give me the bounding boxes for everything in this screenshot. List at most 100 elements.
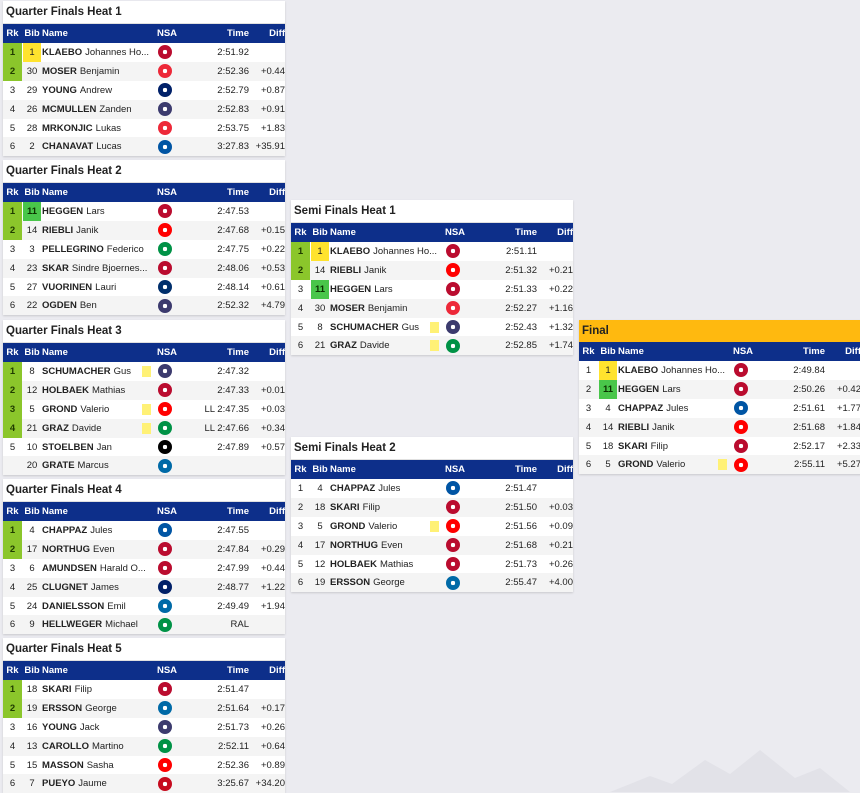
result-row[interactable]: 2 18 SKARI Filip 2:51.50 +0.03	[291, 497, 573, 517]
result-row[interactable]: 1 11 HEGGEN Lars 2:47.53	[3, 202, 285, 221]
athlete-first-name[interactable]: Emil	[107, 600, 126, 612]
column-header-bib[interactable]: Bib	[24, 665, 40, 676]
athlete-first-name[interactable]: Lucas	[96, 141, 122, 153]
column-header-rk[interactable]: Rk	[582, 346, 595, 357]
column-header-nsa[interactable]: NSA	[444, 227, 466, 238]
column-header-nsa[interactable]: NSA	[156, 506, 178, 517]
result-row[interactable]: 1 4 CHAPPAZ Jules 2:47.55	[3, 521, 285, 540]
column-header-time[interactable]: Time	[226, 187, 249, 198]
result-row[interactable]: 2 30 MOSER Benjamin 2:52.36 +0.44	[3, 61, 285, 81]
athlete-name[interactable]: HEGGEN Lars	[618, 380, 730, 399]
athlete-name[interactable]: SCHUMACHER Gus	[330, 318, 442, 337]
heat-title[interactable]: Quarter Finals Heat 1	[3, 1, 285, 24]
athlete-last-name[interactable]: HOLBAEK	[42, 384, 89, 396]
athlete-name[interactable]: RIEBLI Janik	[618, 418, 730, 437]
athlete-last-name[interactable]: KLAEBO	[42, 46, 83, 58]
column-header-time[interactable]: Time	[514, 464, 537, 475]
athlete-last-name[interactable]: GRATE	[42, 460, 75, 472]
column-header-nsa[interactable]: NSA	[444, 464, 466, 475]
column-header-name[interactable]: Name	[42, 665, 68, 676]
result-row[interactable]: 3 6 AMUNDSEN Harald O... 2:47.99 +0.44	[3, 558, 285, 578]
athlete-first-name[interactable]: Lukas	[95, 122, 122, 134]
athlete-first-name[interactable]: Jack	[79, 721, 100, 733]
athlete-name[interactable]: GRAZ Davide	[330, 336, 442, 355]
column-header-name[interactable]: Name	[618, 346, 644, 357]
column-header-nsa[interactable]: NSA	[732, 346, 754, 357]
result-row[interactable]: 5 28 MRKONJIC Lukas 2:53.75 +1.83	[3, 118, 285, 138]
athlete-first-name[interactable]: Michael	[105, 619, 138, 631]
athlete-name[interactable]: HOLBAEK Mathias	[42, 381, 154, 400]
column-header-time[interactable]: Time	[226, 506, 249, 517]
athlete-last-name[interactable]: RIEBLI	[42, 224, 74, 236]
column-header-time[interactable]: Time	[226, 28, 249, 39]
heat-title[interactable]: Semi Finals Heat 2	[291, 437, 573, 460]
athlete-last-name[interactable]: OGDEN	[42, 300, 77, 312]
athlete-first-name[interactable]: Johannes Ho...	[373, 245, 438, 257]
heat-title[interactable]: Quarter Finals Heat 2	[3, 160, 285, 183]
result-row[interactable]: 2 14 RIEBLI Janik 2:47.68 +0.15	[3, 220, 285, 240]
athlete-first-name[interactable]: Janik	[364, 264, 387, 276]
column-header-diff[interactable]: Diff	[269, 28, 285, 39]
column-header-rk[interactable]: Rk	[6, 506, 19, 517]
athlete-name[interactable]: HEGGEN Lars	[42, 202, 154, 221]
athlete-first-name[interactable]: George	[373, 577, 405, 589]
athlete-name[interactable]: NORTHUG Even	[330, 536, 442, 555]
column-header-rk[interactable]: Rk	[294, 227, 307, 238]
athlete-first-name[interactable]: George	[85, 702, 117, 714]
athlete-last-name[interactable]: NORTHUG	[42, 543, 91, 555]
athlete-last-name[interactable]: CHAPPAZ	[618, 402, 664, 414]
result-row[interactable]: 6 7 PUEYO Jaume 3:25.67 +34.20	[3, 774, 285, 793]
athlete-last-name[interactable]: NORTHUG	[330, 539, 379, 551]
column-header-name[interactable]: Name	[42, 187, 68, 198]
athlete-name[interactable]: VUORINEN Lauri	[42, 278, 154, 297]
athlete-name[interactable]: CLUGNET James	[42, 578, 154, 597]
athlete-name[interactable]: AMUNDSEN Harald O...	[42, 559, 154, 578]
athlete-last-name[interactable]: ERSSON	[330, 577, 371, 589]
column-header-nsa[interactable]: NSA	[156, 347, 178, 358]
column-header-diff[interactable]: Diff	[557, 227, 573, 238]
athlete-last-name[interactable]: STOELBEN	[42, 441, 94, 453]
athlete-first-name[interactable]: Johannes Ho...	[85, 46, 150, 58]
athlete-name[interactable]: ERSSON George	[42, 699, 154, 718]
athlete-first-name[interactable]: Janik	[652, 421, 675, 433]
athlete-name[interactable]: CHANAVAT Lucas	[42, 137, 154, 156]
athlete-first-name[interactable]: Federico	[106, 243, 144, 255]
athlete-last-name[interactable]: HOLBAEK	[330, 558, 377, 570]
athlete-name[interactable]: GRAZ Davide	[42, 419, 154, 438]
athlete-name[interactable]: CHAPPAZ Jules	[330, 479, 442, 498]
athlete-last-name[interactable]: MRKONJIC	[42, 122, 93, 134]
result-row[interactable]: 3 29 YOUNG Andrew 2:52.79 +0.87	[3, 80, 285, 100]
athlete-last-name[interactable]: CLUGNET	[42, 581, 88, 593]
column-header-bib[interactable]: Bib	[24, 187, 40, 198]
athlete-last-name[interactable]: GROND	[330, 520, 366, 532]
column-header-bib[interactable]: Bib	[24, 347, 40, 358]
athlete-first-name[interactable]: Andrew	[79, 84, 113, 96]
column-header-rk[interactable]: Rk	[294, 464, 307, 475]
athlete-first-name[interactable]: Lars	[374, 283, 393, 295]
athlete-last-name[interactable]: HEGGEN	[42, 205, 84, 217]
athlete-name[interactable]: KLAEBO Johannes Ho...	[618, 361, 730, 380]
athlete-name[interactable]: CHAPPAZ Jules	[42, 521, 154, 540]
column-header-time[interactable]: Time	[802, 346, 825, 357]
athlete-name[interactable]: STOELBEN Jan	[42, 438, 154, 457]
athlete-last-name[interactable]: CHANAVAT	[42, 141, 94, 153]
athlete-first-name[interactable]: James	[90, 581, 119, 593]
athlete-name[interactable]: SKARI Filip	[330, 498, 442, 517]
athlete-first-name[interactable]: Davide	[71, 422, 102, 434]
athlete-first-name[interactable]: Lars	[86, 205, 105, 217]
athlete-last-name[interactable]: CHAPPAZ	[330, 482, 376, 494]
athlete-last-name[interactable]: MCMULLEN	[42, 103, 97, 115]
result-row[interactable]: 3 16 YOUNG Jack 2:51.73 +0.26	[3, 717, 285, 737]
athlete-name[interactable]: KLAEBO Johannes Ho...	[42, 43, 154, 62]
athlete-first-name[interactable]: Sindre Bjoernes...	[71, 262, 148, 274]
athlete-name[interactable]: CHAPPAZ Jules	[618, 399, 730, 418]
athlete-last-name[interactable]: MOSER	[42, 65, 77, 77]
column-header-diff[interactable]: Diff	[845, 346, 860, 357]
athlete-name[interactable]: KLAEBO Johannes Ho...	[330, 242, 442, 261]
athlete-last-name[interactable]: YOUNG	[42, 721, 77, 733]
result-row[interactable]: 2 17 NORTHUG Even 2:47.84 +0.29	[3, 539, 285, 559]
athlete-last-name[interactable]: AMUNDSEN	[42, 562, 97, 574]
athlete-name[interactable]: MOSER Benjamin	[42, 62, 154, 81]
athlete-last-name[interactable]: RIEBLI	[618, 421, 650, 433]
athlete-name[interactable]: CAROLLO Martino	[42, 737, 154, 756]
